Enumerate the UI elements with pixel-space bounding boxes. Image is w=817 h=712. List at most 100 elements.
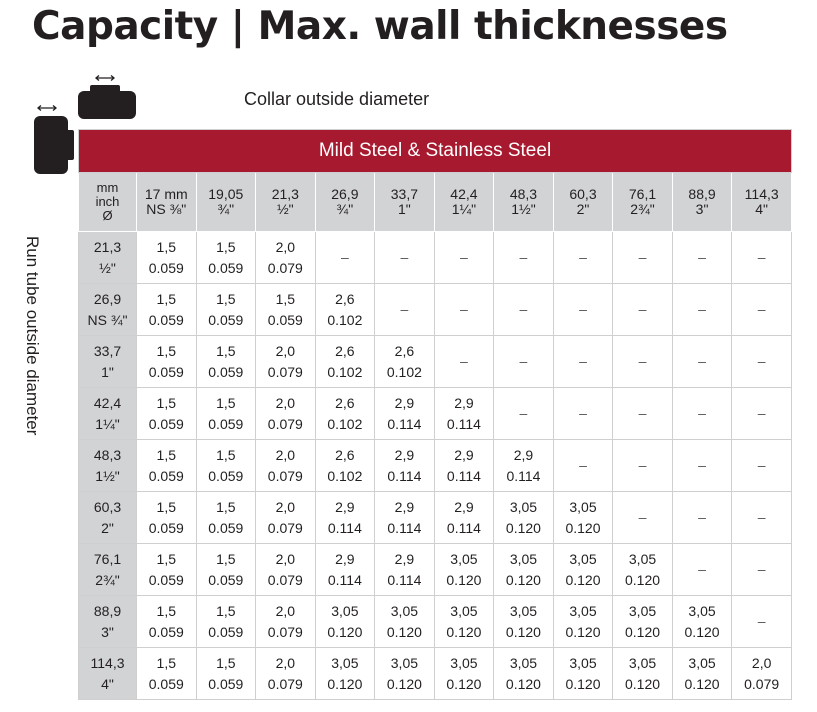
thickness-inch: 0.059 [148, 571, 184, 588]
column-inch: 1¼" [451, 201, 477, 217]
thickness-mm: 3,05 [569, 654, 597, 671]
thickness-inch: 0.059 [148, 467, 184, 484]
thickness-cell: 3,05 0.120 [612, 595, 673, 648]
thickness-cell: 1,5 0.059 [195, 595, 257, 648]
thickness-mm: 1,5 [216, 342, 236, 359]
thickness-inch: 0.114 [506, 467, 541, 484]
thickness-inch: 0.102 [327, 415, 363, 432]
column-mm: 17 mm [144, 186, 188, 202]
thickness-mm: 3,05 [509, 498, 538, 515]
thickness-inch: 0.059 [148, 675, 184, 692]
row-inch: 1" [101, 363, 114, 380]
thickness-mm: 3,05 [569, 602, 597, 619]
corner-mm: mm [96, 180, 119, 195]
thickness-mm: 3,05 [569, 498, 597, 515]
capacity-table: Mild Steel & Stainless Steel mm inch Ø 1… [78, 129, 792, 700]
row-inch: ½" [99, 259, 116, 276]
thickness-mm: 1,5 [156, 342, 176, 359]
thickness-cell: 2,0 0.079 [255, 543, 316, 596]
column-mm: 60,3 [569, 186, 597, 202]
thickness-inch: 0.120 [327, 675, 363, 692]
thickness-mm: 2,9 [335, 550, 355, 567]
thickness-inch: 0.120 [505, 623, 541, 640]
column-mm: 21,3 [271, 186, 299, 202]
thickness-cell: 3,05 0.120 [671, 647, 733, 700]
thickness-mm: 1,5 [156, 290, 176, 307]
thickness-mm: 2,0 [275, 654, 296, 671]
collar-column-header: 19,05 ¾" [195, 172, 257, 232]
thickness-cell: 2,9 0.114 [374, 491, 435, 544]
thickness-cell: 2,6 0.102 [314, 439, 376, 492]
thickness-inch: 0.059 [208, 415, 244, 432]
thickness-inch: 0.120 [446, 623, 482, 640]
thickness-cell: 1,5 0.059 [195, 439, 257, 492]
not-available-cell: – [552, 387, 614, 440]
thickness-mm: 2,9 [513, 446, 534, 463]
thickness-mm: 3,05 [450, 602, 478, 619]
thickness-cell: 3,05 0.120 [552, 491, 614, 544]
thickness-cell: 1,5 0.059 [195, 231, 257, 284]
thickness-inch: 0.059 [208, 259, 244, 276]
table-row: 76,1 2¾" 1,5 0.059 1,5 0.059 2,0 0.079 2,9 0.114 2… [78, 543, 792, 596]
thickness-inch: 0.102 [327, 467, 363, 484]
thickness-inch: 0.102 [327, 311, 363, 328]
thickness-inch: 0.120 [565, 519, 601, 536]
thickness-cell: 1,5 0.059 [136, 491, 197, 544]
table-row: 114,3 4" 1,5 0.059 1,5 0.059 2,0 0.079 3,05 0.120… [78, 647, 792, 700]
thickness-mm: 1,5 [216, 446, 236, 463]
not-available-cell: – [493, 335, 554, 388]
thickness-mm: 3,05 [390, 602, 419, 619]
thickness-cell: 3,05 0.120 [433, 543, 495, 596]
row-inch: NS ¾" [87, 311, 128, 328]
thickness-cell: 3,05 0.120 [314, 595, 376, 648]
thickness-mm: 1,5 [156, 238, 176, 255]
thickness-inch: 0.079 [267, 467, 303, 484]
run-tube-row-header: 33,7 1" [78, 335, 137, 388]
thickness-cell: 3,05 0.120 [552, 647, 614, 700]
thickness-inch: 0.114 [387, 519, 422, 536]
not-available-cell: – [612, 491, 673, 544]
not-available-cell: – [612, 283, 673, 336]
thickness-cell: 2,9 0.114 [433, 387, 495, 440]
not-available-cell: – [433, 335, 495, 388]
column-inch: ¾" [336, 201, 354, 217]
thickness-inch: 0.120 [684, 623, 720, 640]
thickness-inch: 0.059 [208, 467, 244, 484]
not-available-cell: – [552, 283, 614, 336]
thickness-mm: 3,05 [450, 550, 478, 567]
thickness-cell: 2,0 0.079 [255, 439, 316, 492]
thickness-cell: 2,0 0.079 [255, 387, 316, 440]
collar-column-header: 48,3 1½" [493, 172, 554, 232]
thickness-mm: 3,05 [628, 654, 657, 671]
not-available-cell: – [374, 231, 435, 284]
not-available-cell: – [374, 283, 435, 336]
column-mm: 76,1 [628, 186, 657, 202]
column-inch: 1" [398, 201, 411, 217]
row-mm: 21,3 [93, 238, 122, 255]
thickness-mm: 2,9 [394, 446, 415, 463]
thickness-inch: 0.059 [208, 519, 244, 536]
thickness-cell: 2,9 0.114 [374, 387, 435, 440]
thickness-cell: 2,6 0.102 [374, 335, 435, 388]
thickness-mm: 3,05 [509, 654, 538, 671]
thickness-mm: 2,6 [335, 342, 355, 359]
thickness-inch: 0.120 [386, 675, 422, 692]
thickness-cell: 1,5 0.059 [195, 283, 257, 336]
thickness-cell: 1,5 0.059 [195, 387, 257, 440]
thickness-mm: 2,0 [275, 394, 296, 411]
not-available-cell: – [731, 283, 792, 336]
capacity-table-body: 21,3 ½" 1,5 0.059 1,5 0.059 2,0 0.079– – – – – – – –26… [78, 231, 792, 700]
thickness-inch: 0.102 [386, 363, 422, 380]
not-available-cell: – [552, 335, 614, 388]
table-row: 60,3 2" 1,5 0.059 1,5 0.059 2,0 0.079 2,9 0.114 2,… [78, 491, 792, 544]
thickness-inch: 0.059 [148, 311, 184, 328]
thickness-mm: 2,6 [335, 290, 355, 307]
unit-corner-cell: mm inch Ø [78, 172, 137, 232]
not-available-cell: – [671, 543, 733, 596]
thickness-inch: 0.059 [208, 311, 244, 328]
thickness-inch: 0.114 [327, 519, 362, 536]
row-mm: 76,1 [93, 550, 122, 567]
thickness-mm: 1,5 [216, 654, 236, 671]
column-mm: 114,3 [744, 186, 779, 202]
not-available-cell: – [671, 439, 733, 492]
